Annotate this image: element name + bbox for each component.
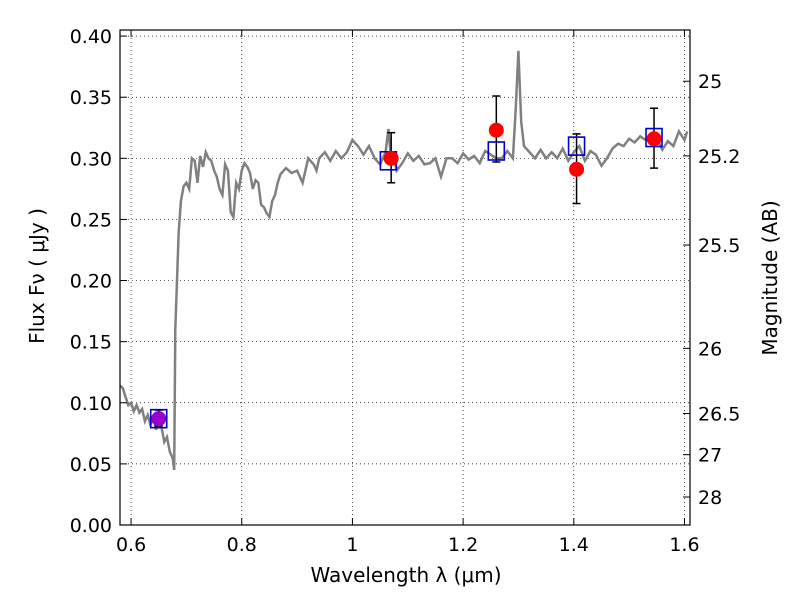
x-tick-label: 1.4 [559, 534, 589, 556]
observed-point [569, 161, 585, 177]
x-tick-label: 1.6 [669, 534, 699, 556]
y2-tick-label: 25.5 [698, 235, 740, 257]
tick-labels: 0.6 0.8 1 1.2 1.4 1.6 0.00 0.05 0.10 0.15 0.20 0.25… [70, 26, 741, 556]
model-point [645, 127, 663, 148]
spectrum-line [120, 50, 689, 471]
grid-lines [120, 30, 690, 526]
observed-point [646, 131, 662, 147]
model-point [567, 136, 586, 156]
y-tick-label: 0.25 [70, 209, 112, 231]
plot-frame [119, 29, 691, 526]
errorbar-layer [154, 95, 659, 427]
x-axis-title: Wavelength λ (μm) [310, 563, 501, 587]
model-point [149, 408, 168, 429]
y2-tick-label: 28 [698, 487, 722, 509]
spectrum-layer [120, 50, 689, 471]
observed-point [383, 150, 399, 166]
model-point [487, 141, 506, 161]
x-tick-label: 1.2 [448, 534, 478, 556]
y-tick-label: 0.30 [70, 148, 112, 170]
y2-tick-label: 25.2 [698, 146, 740, 168]
y2-tick-label: 26.5 [698, 404, 740, 426]
y2-tick-label: 26 [698, 338, 722, 360]
y2-tick-label: 27 [698, 445, 722, 467]
y2-tick-label: 25 [698, 71, 722, 93]
y-tick-label: 0.35 [70, 87, 112, 109]
observed-points-layer [151, 122, 662, 427]
x-tick-label: 0.6 [116, 534, 146, 556]
y2-axis-title: Magnitude (AB) [758, 200, 782, 355]
y-tick-label: 0.10 [70, 393, 112, 415]
x-tick-label: 0.8 [227, 534, 257, 556]
observed-point [488, 122, 504, 138]
y-tick-label: 0.05 [70, 454, 112, 476]
y-tick-label: 0.00 [70, 515, 112, 537]
y-tick-label: 0.20 [70, 271, 112, 293]
y-tick-label: 0.15 [70, 332, 112, 354]
y-tick-label: 0.40 [70, 26, 112, 48]
axis-ticks [120, 30, 690, 526]
y-axis-title: Flux Fν ( μJy ) [25, 208, 49, 344]
x-tick-label: 1 [346, 534, 358, 556]
observed-point [151, 411, 167, 427]
